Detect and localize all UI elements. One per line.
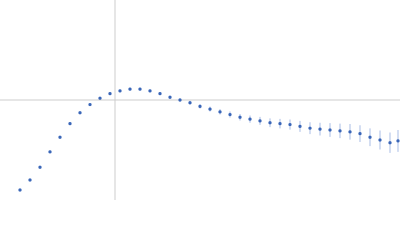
data-point: [168, 95, 172, 99]
data-point: [358, 132, 362, 136]
data-point: [278, 122, 282, 126]
data-point: [308, 126, 312, 130]
data-point: [78, 111, 82, 115]
data-point: [138, 87, 142, 91]
data-point: [218, 110, 222, 114]
data-point: [368, 135, 372, 139]
data-point: [58, 135, 62, 139]
data-point: [288, 122, 292, 127]
data-point: [318, 127, 322, 131]
data-point: [178, 98, 182, 102]
data-point: [98, 96, 102, 100]
data-point: [158, 92, 162, 96]
data-point: [338, 129, 342, 133]
data-point: [378, 138, 382, 142]
data-point: [298, 124, 302, 128]
data-point: [208, 107, 212, 111]
data-point: [268, 121, 272, 125]
data-point: [258, 119, 262, 123]
data-point: [148, 89, 152, 93]
data-point: [88, 102, 92, 107]
data-point: [48, 150, 52, 154]
data-point: [348, 130, 352, 134]
data-point: [108, 92, 112, 96]
data-point: [118, 89, 122, 93]
data-point: [198, 104, 202, 108]
data-point: [68, 122, 72, 126]
data-point: [18, 188, 22, 192]
data-point: [38, 165, 42, 169]
data-point: [228, 112, 232, 117]
chart: [0, 0, 400, 200]
data-point: [128, 87, 132, 91]
data-point: [396, 139, 400, 143]
data-point: [248, 117, 252, 121]
data-point: [328, 128, 332, 132]
data-point: [28, 178, 32, 182]
data-point: [238, 115, 242, 119]
data-point: [388, 141, 392, 145]
data-point: [188, 101, 192, 105]
